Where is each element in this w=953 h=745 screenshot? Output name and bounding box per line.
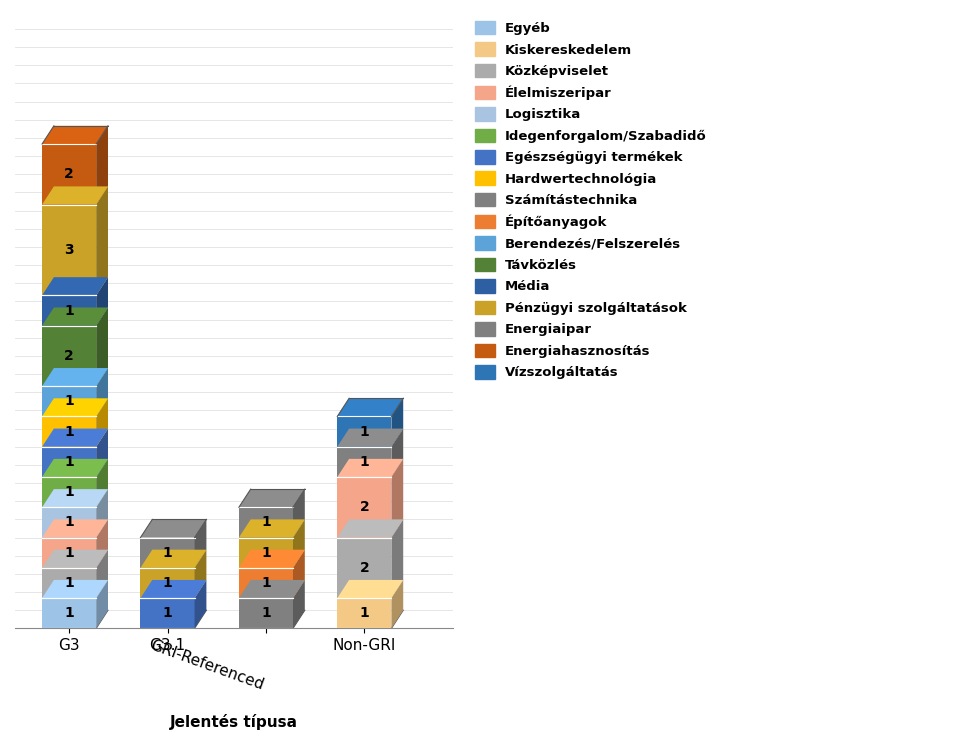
Polygon shape — [293, 580, 305, 628]
Polygon shape — [42, 277, 108, 295]
Text: 2: 2 — [359, 501, 369, 514]
Polygon shape — [96, 277, 108, 326]
Text: 1: 1 — [359, 606, 369, 621]
Polygon shape — [96, 126, 108, 205]
Polygon shape — [194, 580, 206, 628]
Polygon shape — [96, 186, 108, 295]
Polygon shape — [391, 519, 403, 598]
Text: 1: 1 — [64, 303, 74, 317]
Polygon shape — [238, 568, 293, 598]
Text: 1: 1 — [261, 576, 271, 590]
Text: 1: 1 — [64, 576, 74, 590]
Polygon shape — [42, 519, 108, 538]
Polygon shape — [96, 550, 108, 598]
Polygon shape — [42, 598, 96, 628]
Polygon shape — [391, 428, 403, 477]
Polygon shape — [238, 580, 305, 598]
Polygon shape — [96, 428, 108, 477]
Polygon shape — [42, 368, 108, 386]
Polygon shape — [42, 399, 108, 416]
Polygon shape — [42, 538, 96, 568]
Polygon shape — [42, 428, 108, 447]
Polygon shape — [337, 447, 391, 477]
Text: 1: 1 — [64, 545, 74, 559]
Polygon shape — [391, 459, 403, 538]
Polygon shape — [293, 519, 305, 568]
Polygon shape — [42, 295, 96, 326]
Polygon shape — [42, 568, 96, 598]
Polygon shape — [293, 550, 305, 598]
Polygon shape — [42, 205, 96, 295]
Polygon shape — [337, 538, 391, 598]
Text: 1: 1 — [162, 545, 172, 559]
Polygon shape — [337, 477, 391, 538]
Polygon shape — [96, 308, 108, 386]
Text: 1: 1 — [261, 545, 271, 559]
Text: 1: 1 — [64, 606, 74, 621]
Polygon shape — [42, 326, 96, 386]
Polygon shape — [42, 308, 108, 326]
Polygon shape — [140, 519, 206, 538]
Text: 2: 2 — [64, 349, 74, 363]
Text: 1: 1 — [64, 455, 74, 469]
X-axis label: Jelentés típusa: Jelentés típusa — [170, 714, 297, 730]
Polygon shape — [42, 477, 96, 507]
Polygon shape — [96, 519, 108, 568]
Polygon shape — [337, 519, 403, 538]
Polygon shape — [337, 416, 391, 447]
Polygon shape — [42, 550, 108, 568]
Text: 3: 3 — [64, 243, 74, 257]
Polygon shape — [96, 368, 108, 416]
Text: 1: 1 — [64, 394, 74, 408]
Polygon shape — [42, 580, 108, 598]
Polygon shape — [42, 144, 96, 205]
Polygon shape — [140, 550, 206, 568]
Text: 1: 1 — [64, 485, 74, 499]
Polygon shape — [238, 507, 293, 538]
Polygon shape — [140, 580, 206, 598]
Polygon shape — [391, 399, 403, 447]
Polygon shape — [337, 399, 403, 416]
Text: 1: 1 — [261, 606, 271, 621]
Polygon shape — [96, 580, 108, 628]
Text: 1: 1 — [162, 576, 172, 590]
Text: 1: 1 — [64, 425, 74, 439]
Polygon shape — [337, 580, 403, 598]
Polygon shape — [337, 428, 403, 447]
Polygon shape — [42, 386, 96, 416]
Polygon shape — [42, 186, 108, 205]
Text: 1: 1 — [64, 516, 74, 530]
Polygon shape — [96, 489, 108, 538]
Polygon shape — [194, 550, 206, 598]
Polygon shape — [238, 598, 293, 628]
Polygon shape — [42, 126, 108, 144]
Polygon shape — [238, 550, 305, 568]
Polygon shape — [96, 459, 108, 507]
Polygon shape — [293, 489, 305, 538]
Polygon shape — [42, 447, 96, 477]
Polygon shape — [42, 489, 108, 507]
Polygon shape — [140, 568, 194, 598]
Polygon shape — [391, 580, 403, 628]
Polygon shape — [42, 459, 108, 477]
Text: 2: 2 — [359, 561, 369, 575]
Polygon shape — [238, 489, 305, 507]
Text: 1: 1 — [359, 425, 369, 439]
Polygon shape — [337, 459, 403, 477]
Polygon shape — [42, 416, 96, 447]
Text: 1: 1 — [359, 455, 369, 469]
Polygon shape — [96, 399, 108, 447]
Polygon shape — [194, 519, 206, 568]
Text: 1: 1 — [261, 516, 271, 530]
Polygon shape — [238, 538, 293, 568]
Text: 2: 2 — [64, 168, 74, 181]
Polygon shape — [337, 598, 391, 628]
Polygon shape — [140, 538, 194, 568]
Polygon shape — [42, 507, 96, 538]
Text: 1: 1 — [162, 606, 172, 621]
Polygon shape — [140, 598, 194, 628]
Legend: Egyéb, Kiskereskedelem, Közképviselet, Élelmiszeripar, Logisztika, Idegenforgalo: Egyéb, Kiskereskedelem, Közképviselet, É… — [468, 14, 713, 386]
Polygon shape — [238, 519, 305, 538]
